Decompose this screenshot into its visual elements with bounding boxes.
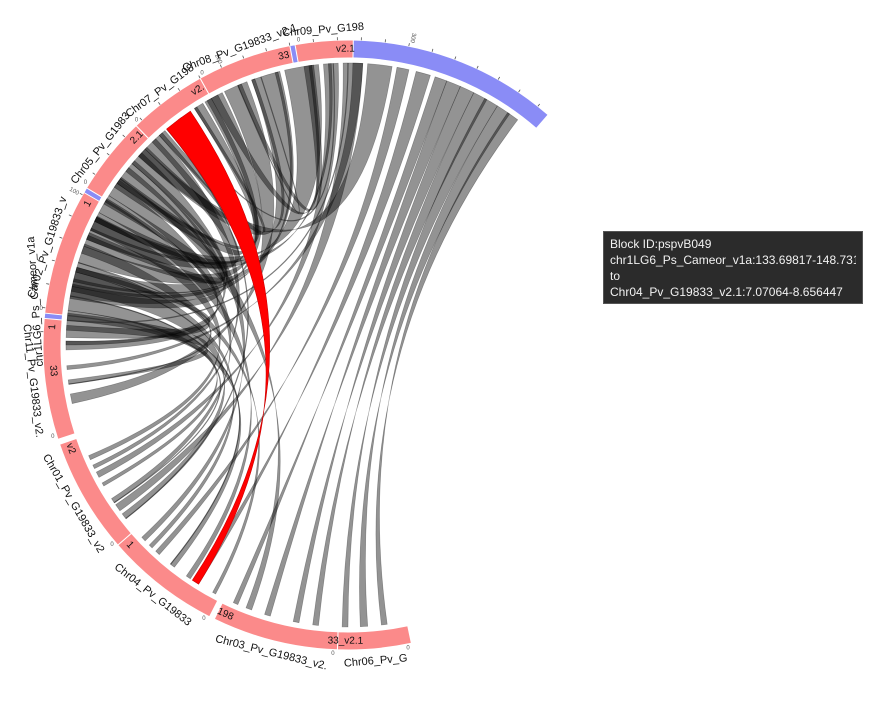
chromosome-start-tick-c04: 0 — [202, 616, 206, 622]
reference-tick — [92, 172, 96, 175]
synteny-chord[interactable] — [68, 262, 212, 385]
chromosome-inner-label-c04: 1 — [124, 539, 136, 551]
chromosome-start-tick-c01: 0 — [110, 542, 114, 548]
reference-tick — [219, 64, 222, 68]
chromosome-start-tick-c07: 0 — [135, 117, 139, 123]
reference-tick — [139, 117, 143, 121]
reference-tick — [288, 42, 291, 46]
block-tooltip: Block ID:pspvB049 chr1LG6_Ps_Cameor_v1a:… — [603, 231, 863, 304]
synteny-ribbon[interactable] — [98, 199, 252, 580]
reference-tick — [537, 103, 541, 107]
chromosome-inner-label-c11: 1 — [47, 323, 58, 330]
synteny-ribbon[interactable] — [155, 66, 410, 556]
synteny-chord[interactable] — [237, 76, 300, 214]
chromosome-arc-c11[interactable] — [42, 317, 76, 440]
reference-tick — [198, 75, 201, 79]
tooltip-to: to — [610, 269, 621, 283]
chromosome-arc-c03[interactable] — [213, 602, 339, 651]
synteny-chord[interactable] — [67, 62, 349, 323]
tooltip-block-id: Block ID:pspvB049 — [610, 237, 712, 251]
chromosome-start-tick-c06: 0 — [406, 646, 410, 652]
reference-tick — [46, 283, 50, 285]
tooltip-reference-range: chr1LG6_Ps_Cameor_v1a:133.69817-148.7319… — [610, 253, 856, 267]
reference-tick — [51, 259, 55, 262]
synteny-ribbon[interactable] — [92, 134, 240, 470]
chromosome-start-tick-c11: 0 — [51, 434, 55, 440]
chromosome-inner-label-c06: 33_v2.1 — [328, 635, 364, 646]
reference-tick — [106, 152, 110, 156]
reference-tick-label: 300 — [408, 32, 416, 44]
chromosome-start-tick-c09: 0 — [297, 38, 301, 44]
reference-tick — [79, 192, 83, 196]
reference-tick-label: 100 — [68, 187, 80, 197]
reference-tick — [431, 48, 434, 52]
chromosome-ring — [42, 39, 549, 651]
reference-tick — [454, 56, 457, 60]
chromosome-label-c06: Chr06_Pv_G — [343, 652, 407, 669]
reference-tick — [242, 55, 245, 59]
chromosome-arc-c02[interactable] — [44, 191, 101, 316]
reference-tick — [518, 89, 521, 93]
reference-tick — [122, 134, 126, 138]
reference-tick-label: 200 — [213, 53, 223, 65]
synteny-ribbon[interactable] — [292, 86, 475, 624]
chromosome-arc-c09[interactable] — [294, 39, 354, 63]
reference-tick — [408, 43, 410, 47]
reference-tick — [68, 214, 72, 217]
highlighted-block-ribbon[interactable] — [166, 110, 270, 585]
synteny-ribbon[interactable] — [375, 112, 519, 626]
synteny-ribbon[interactable] — [115, 62, 364, 512]
chromosome-start-tick-c05: 0 — [84, 180, 88, 186]
synteny-ribbon[interactable] — [137, 63, 393, 233]
chromosome-inner-label-c02: 1 — [82, 198, 95, 209]
chromosome-start-tick-c03: 0 — [331, 651, 335, 657]
chromosome-start-tick-c08: 0 — [200, 70, 204, 76]
chromosome-inner-label-ps1: 33 — [47, 365, 59, 377]
synteny-ribbon[interactable] — [95, 62, 339, 478]
synteny-chord[interactable] — [125, 128, 249, 520]
highlight-layer — [166, 110, 270, 585]
chromosome-inner-label-c01: v2 — [64, 442, 78, 456]
reference-tick — [158, 102, 161, 105]
synteny-ribbon[interactable] — [232, 76, 448, 606]
reference-tick — [476, 65, 479, 69]
chromosome-inner-label-c08: 33 — [277, 49, 291, 62]
synteny-ribbon[interactable] — [66, 62, 364, 370]
synteny-ribbon[interactable] — [341, 97, 498, 628]
chromosome-inner-label-c09: v2.1 — [336, 44, 355, 55]
chromosome-arc-c01[interactable] — [58, 437, 133, 546]
chromosome-arc-c08[interactable] — [199, 45, 294, 95]
chromosome-start-tick-c02: 0 — [40, 306, 44, 312]
synteny-ribbon[interactable] — [81, 243, 260, 595]
reference-tick — [265, 48, 267, 52]
reference-tick — [497, 76, 501, 80]
synteny-ribbon[interactable] — [210, 64, 320, 215]
tooltip-query-range: Chr04_Pv_G19833_v2.1:7.07064-8.656447 — [610, 285, 843, 299]
synteny-ribbon[interactable] — [75, 262, 235, 549]
synteny-chord[interactable] — [67, 314, 221, 504]
synteny-ribbon[interactable] — [264, 80, 461, 617]
reference-tick — [59, 236, 63, 239]
ribbon-layer — [65, 62, 519, 628]
synteny-ribbon[interactable] — [69, 71, 294, 304]
reference-tick — [177, 87, 181, 91]
